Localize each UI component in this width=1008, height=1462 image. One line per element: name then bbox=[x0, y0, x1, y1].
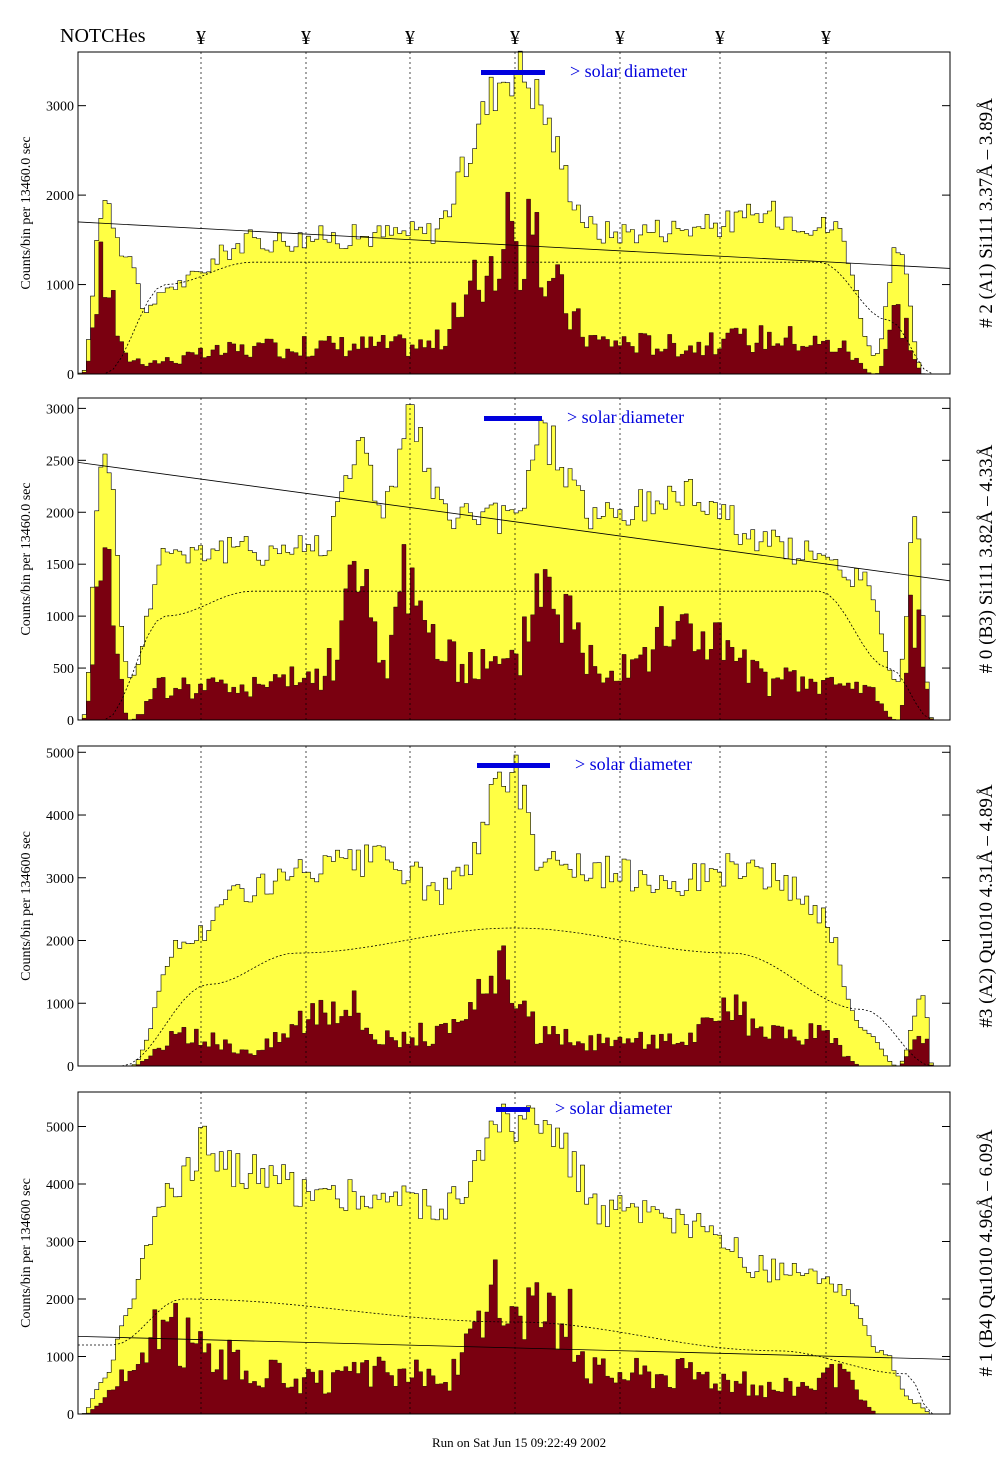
notches-label: NOTCHes bbox=[60, 25, 146, 47]
detector-title: # 1 (B4) Qu1010 4.96Å – 6.09Å bbox=[976, 1129, 997, 1376]
y-tick-label: 2500 bbox=[46, 454, 74, 469]
y-axis-label: Counts/bin per 13460.0 sec bbox=[19, 482, 34, 635]
detector-title: # 2 (A1) Si111 3.37Å – 3.89Å bbox=[976, 98, 997, 328]
panel-3: 0 1000 2000 3000 4000 5000 Counts/bin per 1346… bbox=[19, 745, 997, 1075]
y-tick-label: 0 bbox=[67, 1408, 74, 1423]
run-timestamp: Run on Sat Jun 15 09:22:49 2002 bbox=[432, 1435, 606, 1450]
y-tick-label: 1000 bbox=[46, 279, 74, 294]
y-axis-label: Counts/bin per 134600 sec bbox=[19, 831, 34, 981]
solar-diameter-bar bbox=[481, 70, 545, 75]
solar-diameter-label: > solar diameter bbox=[555, 1098, 672, 1118]
dotted-model-line bbox=[78, 1298, 950, 1415]
y-tick-label: 3000 bbox=[46, 100, 74, 115]
plot-frame bbox=[77, 745, 951, 1067]
solar-counts-area bbox=[78, 192, 950, 375]
trend-line bbox=[77, 1335, 951, 1360]
notch-marker-3: ¥ bbox=[405, 27, 415, 49]
y-axis-label: Counts/bin per 13460.0 sec bbox=[19, 136, 34, 289]
y-tick-label: 500 bbox=[53, 662, 74, 677]
y-tick-label: 2000 bbox=[46, 935, 74, 950]
y-tick-label: 0 bbox=[67, 368, 74, 383]
total-counts-area bbox=[78, 754, 950, 1067]
y-tick-label: 2000 bbox=[46, 189, 74, 204]
y-tick-label: 5000 bbox=[46, 1121, 74, 1136]
y-tick-label: 0 bbox=[67, 1060, 74, 1075]
y-tick-label: 3000 bbox=[46, 1236, 74, 1251]
y-tick-label: 3000 bbox=[46, 872, 74, 887]
notch-markers: ¥ ¥ ¥ ¥ ¥ ¥ ¥ bbox=[196, 27, 831, 49]
notch-marker-4: ¥ bbox=[510, 27, 520, 49]
y-tick-label: 2000 bbox=[46, 1293, 74, 1308]
y-tick-label: 2000 bbox=[46, 506, 74, 521]
notch-marker-1: ¥ bbox=[196, 27, 206, 49]
dotted-model-line bbox=[78, 927, 950, 1067]
notch-marker-2: ¥ bbox=[301, 27, 311, 49]
y-tick-label: 1500 bbox=[46, 558, 74, 573]
solar-diameter-bar bbox=[496, 1107, 530, 1112]
solar-counts-area bbox=[78, 945, 950, 1067]
dotted-model-line bbox=[78, 590, 950, 721]
trend-line bbox=[77, 221, 951, 269]
y-axis-label: Counts/bin per 134600 sec bbox=[19, 1178, 34, 1328]
total-counts-area bbox=[77, 50, 950, 375]
panel-1: 0 1000 2000 3000 Counts/bin per 13460.0 sec #… bbox=[19, 50, 997, 383]
plot-frame bbox=[77, 1091, 951, 1415]
solar-diameter-label: > solar diameter bbox=[570, 61, 687, 81]
total-counts-area bbox=[78, 1103, 950, 1415]
y-tick-label: 0 bbox=[67, 714, 74, 729]
notch-marker-5: ¥ bbox=[615, 27, 625, 49]
panel-4: 0 1000 2000 3000 4000 5000 Counts/bin per 1346… bbox=[19, 1091, 997, 1423]
detector-title: # 0 (B3) Si111 3.82Å – 4.33Å bbox=[976, 444, 997, 673]
dotted-model-line bbox=[78, 261, 950, 375]
trend-line bbox=[77, 462, 951, 582]
solar-diameter-bar bbox=[477, 763, 550, 768]
solar-diameter-bar bbox=[484, 416, 542, 421]
notch-marker-7: ¥ bbox=[821, 27, 831, 49]
y-tick-label: 4000 bbox=[46, 809, 74, 824]
y-tick-label: 5000 bbox=[46, 746, 74, 761]
notch-marker-6: ¥ bbox=[715, 27, 725, 49]
plot-frame bbox=[77, 51, 951, 375]
plot-frame bbox=[77, 397, 951, 721]
y-tick-label: 4000 bbox=[46, 1178, 74, 1193]
solar-counts-area bbox=[78, 544, 950, 721]
y-tick-label: 1000 bbox=[46, 1351, 74, 1366]
solar-diameter-label: > solar diameter bbox=[575, 754, 692, 774]
detector-title: #3 (A2) Qu1010 4.31Å – 4.89Å bbox=[976, 784, 997, 1028]
solar-diameter-label: > solar diameter bbox=[567, 407, 684, 427]
panel-2: 0 500 1000 1500 2000 2500 3000 Counts/bin per 1… bbox=[19, 397, 997, 729]
total-counts-area bbox=[78, 404, 950, 721]
chart-panels: 0 1000 2000 3000 Counts/bin per 13460.0 sec #… bbox=[19, 50, 997, 1423]
y-tick-label: 3000 bbox=[46, 402, 74, 417]
y-tick-label: 1000 bbox=[46, 997, 74, 1012]
solar-counts-area bbox=[78, 1259, 950, 1415]
y-tick-label: 1000 bbox=[46, 610, 74, 625]
